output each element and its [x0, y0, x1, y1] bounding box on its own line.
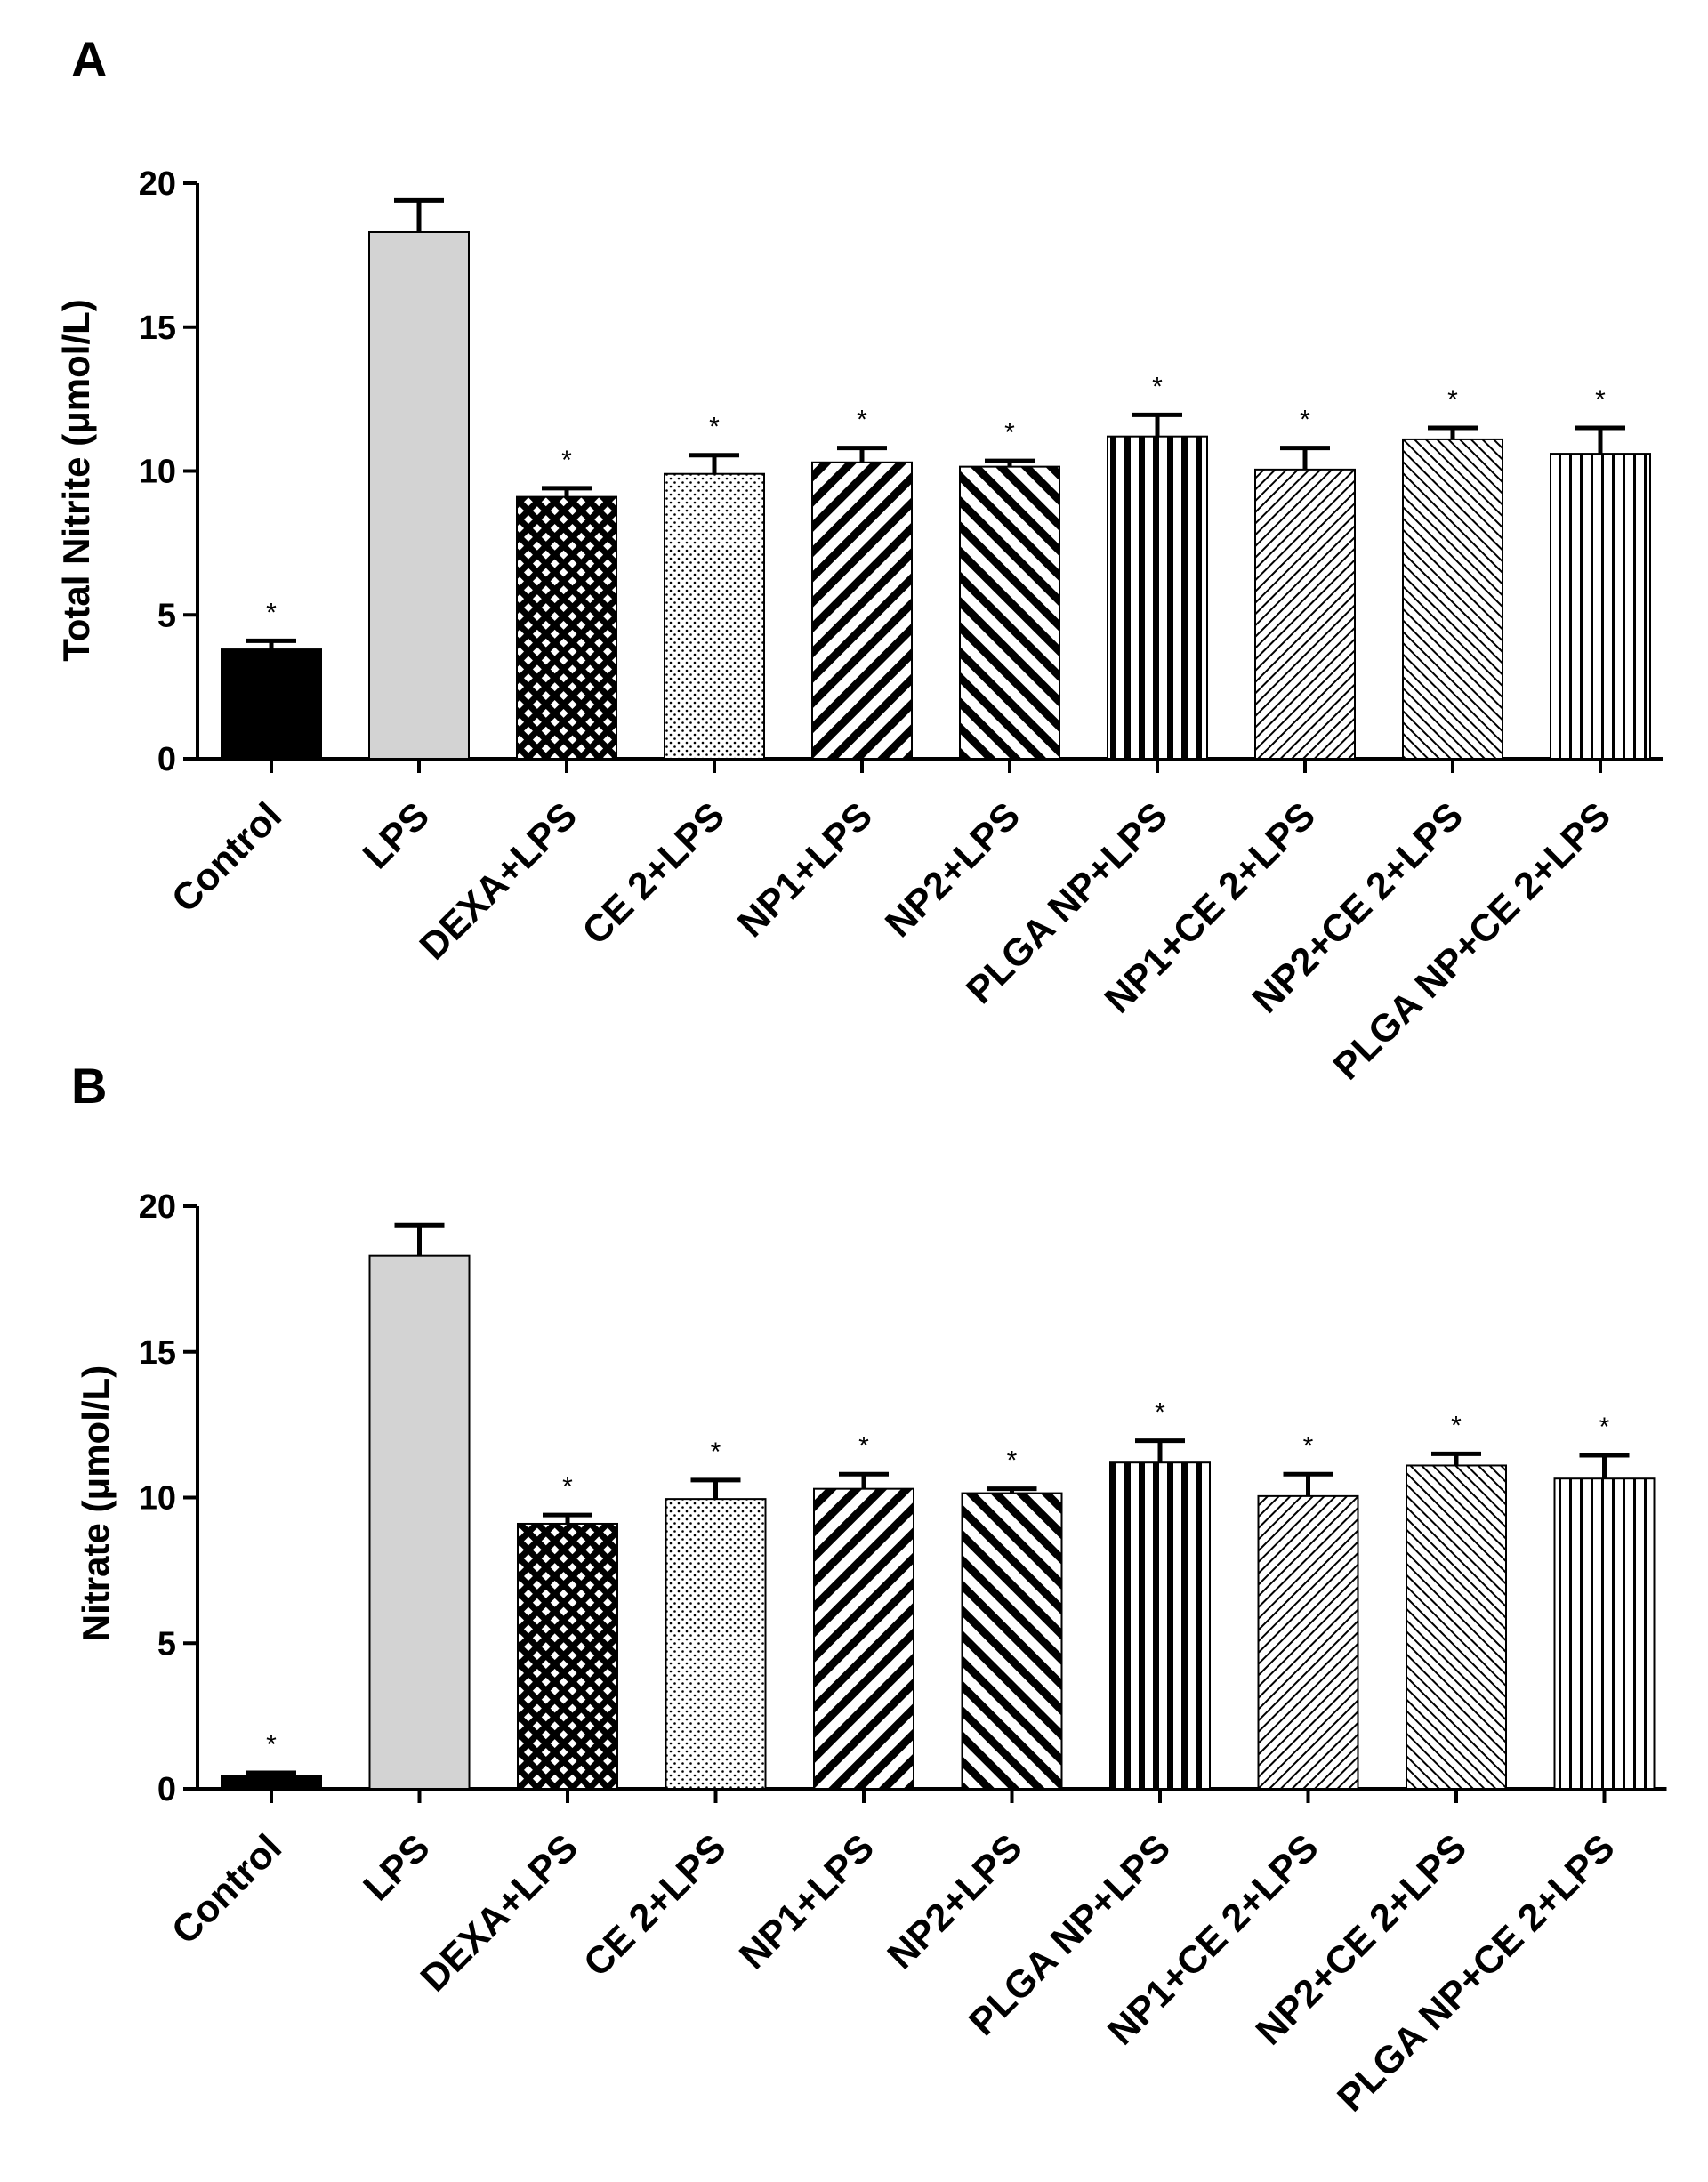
bar [1254, 468, 1356, 760]
bar [813, 1487, 914, 1791]
category-label: NP1+LPS [731, 1826, 882, 1977]
bar [1107, 435, 1208, 760]
bar [961, 1492, 1063, 1791]
significance-marker: * [858, 1431, 869, 1461]
significance-marker: * [1155, 1398, 1165, 1428]
panel-a-letter: A [71, 31, 107, 87]
y-tick-label: 20 [139, 165, 176, 203]
y-tick-label: 15 [139, 310, 176, 347]
significance-marker: * [1447, 385, 1458, 415]
bar [664, 472, 765, 760]
significance-marker: * [1004, 418, 1015, 447]
bar [368, 230, 470, 760]
bar [368, 1254, 471, 1791]
category-label: DEXA+LPS [412, 794, 585, 968]
y-tick-label: 5 [157, 597, 176, 634]
bar [1406, 1464, 1507, 1790]
category-label: DEXA+LPS [413, 1826, 586, 2000]
y-tick-label: 0 [157, 741, 176, 778]
bar [1257, 1494, 1359, 1791]
panel-b-plot: 0 5 10 15 20 * Control LPS * DEXA+LPS * CE 2+LPS * NP… [139, 1188, 1667, 2120]
bar [221, 648, 322, 761]
bar [665, 1498, 767, 1790]
bar [959, 465, 1060, 761]
y-tick-label: 10 [139, 1480, 176, 1518]
bar [811, 461, 913, 760]
y-tick-label: 15 [139, 1334, 176, 1372]
significance-marker: * [1007, 1446, 1018, 1476]
category-label: NP2+LPS [877, 794, 1028, 946]
panel-a-plot: 0 5 10 15 20 * Control LPS * DEXA+LPS * CE 2+LPS * NP… [139, 165, 1663, 1088]
category-label: PLGA NP+CE 2+LPS [1329, 1826, 1623, 2120]
category-label: CE 2+LPS [576, 1826, 734, 1985]
bar [1550, 453, 1651, 760]
y-tick-label: 20 [139, 1188, 176, 1226]
category-label: NP2+LPS [880, 1826, 1031, 1977]
significance-marker: * [266, 598, 277, 627]
category-label: LPS [355, 794, 438, 877]
significance-marker: * [1451, 1411, 1462, 1440]
significance-marker: * [561, 446, 572, 475]
panel-a: A Total Nitrite (μmol/L) 0 5 10 15 20 * Contro… [55, 31, 1663, 1088]
significance-marker: * [857, 406, 867, 435]
bar [1402, 438, 1503, 760]
panel-b-letter: B [71, 1058, 107, 1114]
bar [1109, 1461, 1211, 1790]
y-tick-label: 10 [139, 454, 176, 491]
significance-marker: * [266, 1730, 277, 1759]
panel-b: B Nitrate (μmol/L) 0 5 10 15 20 * Control LPS * D… [71, 1058, 1667, 2120]
category-label: PLGA NP+CE 2+LPS [1325, 794, 1619, 1088]
category-label: NP1+LPS [729, 794, 881, 946]
bar [516, 495, 617, 760]
category-label: CE 2+LPS [575, 794, 733, 953]
significance-marker: * [1599, 1413, 1610, 1442]
category-label: LPS [355, 1826, 438, 1909]
panel-a-ylabel: Total Nitrite (μmol/L) [55, 299, 97, 662]
significance-marker: * [1595, 385, 1606, 415]
y-tick-label: 0 [157, 1771, 176, 1808]
category-label: Control [164, 794, 290, 921]
bar [1553, 1477, 1656, 1791]
panel-b-ylabel: Nitrate (μmol/L) [75, 1365, 117, 1641]
significance-marker: * [1303, 1431, 1314, 1461]
bar [517, 1522, 618, 1790]
significance-marker: * [711, 1437, 721, 1467]
category-label: Control [164, 1826, 290, 1953]
significance-marker: * [1300, 406, 1310, 435]
significance-marker: * [1152, 372, 1163, 401]
significance-marker: * [562, 1472, 573, 1502]
y-tick-label: 5 [157, 1625, 176, 1663]
significance-marker: * [709, 413, 720, 442]
bar [221, 1775, 322, 1790]
